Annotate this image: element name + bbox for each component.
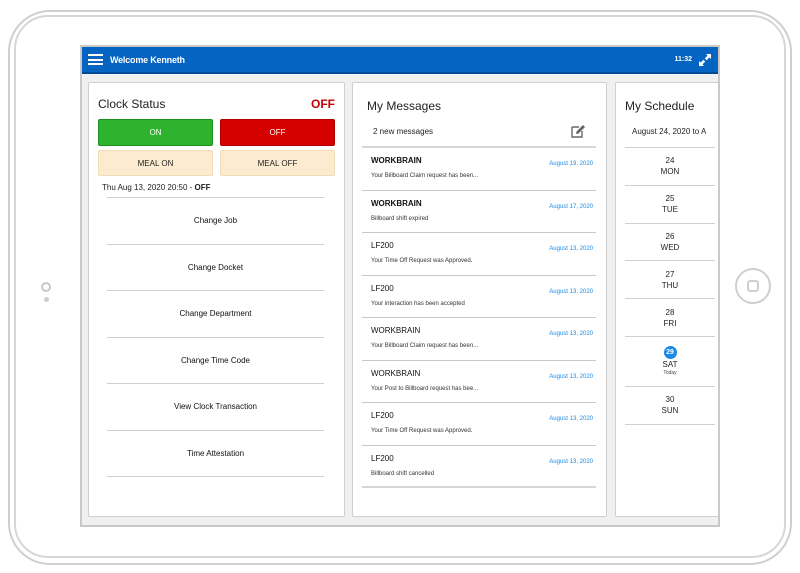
message-list: WORKBRAIN Your Billboard Claim request h… — [362, 146, 596, 488]
schedule-day[interactable]: 26 WED — [625, 224, 715, 262]
message-item[interactable]: WORKBRAIN Your Billboard Claim request h… — [362, 318, 596, 361]
day-name: WED — [660, 242, 680, 252]
schedule-day[interactable]: 30 SUN — [625, 387, 715, 425]
schedule-day[interactable]: 24 MON — [625, 148, 715, 186]
message-sender: LF200 — [371, 283, 394, 293]
schedule-title: My Schedule — [625, 99, 695, 113]
message-sender: WORKBRAIN — [371, 326, 421, 335]
day-name: THU — [661, 280, 679, 290]
message-item[interactable]: WORKBRAIN Your Billboard Claim request h… — [362, 148, 596, 191]
day-name: TUE — [662, 205, 678, 215]
schedule-day[interactable]: 27 THU — [625, 261, 715, 300]
view-clock-transaction-button[interactable]: View Clock Transaction — [107, 384, 324, 431]
schedule-day[interactable]: 25 TUE — [625, 186, 715, 224]
schedule-panel: My Schedule August 24, 2020 to A 24 MON … — [615, 82, 718, 517]
day-number: 30 — [665, 395, 675, 405]
clock-off-button[interactable]: OFF — [220, 119, 335, 146]
schedule-day-list: 24 MON 25 TUE 26 WED 27 THU 28 FRI — [625, 147, 715, 425]
sensor-icon — [44, 297, 49, 302]
meal-off-button[interactable]: MEAL OFF — [220, 150, 335, 176]
camera-icon — [41, 282, 51, 292]
day-name: MON — [660, 167, 680, 177]
clock-time: 11:32 — [674, 56, 692, 63]
message-preview: Your Billboard Claim request has been... — [371, 343, 479, 349]
expand-icon[interactable] — [698, 53, 712, 67]
message-item[interactable]: WORKBRAIN Billboard shift expired August… — [362, 191, 596, 233]
message-preview: Your Time Off Request was Approved. — [371, 428, 473, 434]
message-preview: Billboard shift cancelled — [371, 470, 435, 477]
message-preview: Your Post to Billboard request has bee..… — [371, 385, 479, 392]
last-punch: Thu Aug 13, 2020 20:50 - OFF — [89, 176, 344, 192]
message-preview: Billboard shift expired — [371, 215, 429, 222]
hamburger-icon[interactable] — [88, 54, 103, 65]
today-badge: 29 — [663, 345, 677, 359]
clock-status-value: OFF — [311, 97, 335, 111]
top-bar: Welcome Kenneth 11:32 — [82, 47, 718, 74]
message-date: August 13, 2020 — [549, 416, 593, 422]
meal-on-button[interactable]: MEAL ON — [98, 150, 213, 176]
clock-action-list: Change Job Change Docket Change Departme… — [107, 197, 324, 477]
message-date: August 13, 2020 — [549, 458, 593, 465]
message-sender: LF200 — [371, 241, 394, 250]
message-date: August 17, 2020 — [549, 203, 593, 210]
message-item[interactable]: WORKBRAIN Your Post to Billboard request… — [362, 361, 596, 403]
app-screen: Welcome Kenneth 11:32 Clock Status OFF O… — [80, 45, 720, 527]
clock-status-title: Clock Status — [98, 97, 166, 111]
message-preview: Your Time Off Request was Approved. — [371, 258, 473, 264]
day-name: SAT — [662, 359, 678, 369]
message-date: August 13, 2020 — [549, 373, 593, 380]
day-number: 27 — [665, 269, 675, 279]
last-punch-state: OFF — [194, 183, 211, 192]
change-job-button[interactable]: Change Job — [107, 198, 324, 245]
schedule-day-today[interactable]: 29 SAT Today — [625, 337, 715, 387]
change-docket-button[interactable]: Change Docket — [107, 245, 324, 291]
message-date: August 13, 2020 — [549, 288, 593, 295]
message-date: August 13, 2020 — [549, 246, 593, 252]
clock-on-button[interactable]: ON — [98, 119, 213, 146]
schedule-day[interactable]: 28 FRI — [625, 299, 715, 337]
change-department-button[interactable]: Change Department — [107, 291, 324, 338]
home-button[interactable] — [735, 268, 771, 304]
message-item[interactable]: LF200 Billboard shift cancelled August 1… — [362, 446, 596, 488]
message-item[interactable]: LF200 Your interaction has been accepted… — [362, 276, 596, 318]
message-preview: Your interaction has been accepted — [371, 300, 465, 307]
clock-status-panel: Clock Status OFF ON OFF MEAL ON MEAL OFF… — [88, 82, 345, 517]
message-date: August 19, 2020 — [549, 161, 593, 167]
time-attestation-button[interactable]: Time Attestation — [107, 431, 324, 477]
welcome-text: Welcome Kenneth — [110, 54, 185, 65]
day-name: SUN — [661, 406, 679, 416]
message-preview: Your Billboard Claim request has been... — [371, 173, 479, 179]
messages-title: My Messages — [367, 99, 442, 113]
messages-panel: My Messages 2 new messages WORKBRAIN You… — [352, 82, 607, 517]
last-punch-time: Thu Aug 13, 2020 20:50 - — [102, 183, 195, 192]
message-sender: LF200 — [371, 411, 394, 420]
message-item[interactable]: LF200 Your Time Off Request was Approved… — [362, 403, 596, 446]
compose-icon[interactable] — [570, 123, 586, 139]
day-number: 25 — [665, 194, 675, 204]
message-sender: WORKBRAIN — [371, 156, 422, 165]
new-messages-count: 2 new messages — [373, 126, 434, 136]
day-number: 26 — [665, 231, 675, 241]
message-date: August 13, 2020 — [549, 331, 593, 337]
day-number: 24 — [665, 156, 675, 166]
message-sender: WORKBRAIN — [371, 198, 422, 208]
message-item[interactable]: LF200 Your Time Off Request was Approved… — [362, 233, 596, 276]
day-name: FRI — [663, 318, 677, 328]
today-label: Today — [663, 369, 677, 376]
home-square-icon — [747, 280, 759, 292]
schedule-range: August 24, 2020 to A — [632, 127, 707, 136]
message-sender: WORKBRAIN — [371, 368, 421, 378]
message-sender: LF200 — [371, 453, 394, 463]
day-number: 28 — [665, 307, 675, 317]
change-time-code-button[interactable]: Change Time Code — [107, 338, 324, 384]
